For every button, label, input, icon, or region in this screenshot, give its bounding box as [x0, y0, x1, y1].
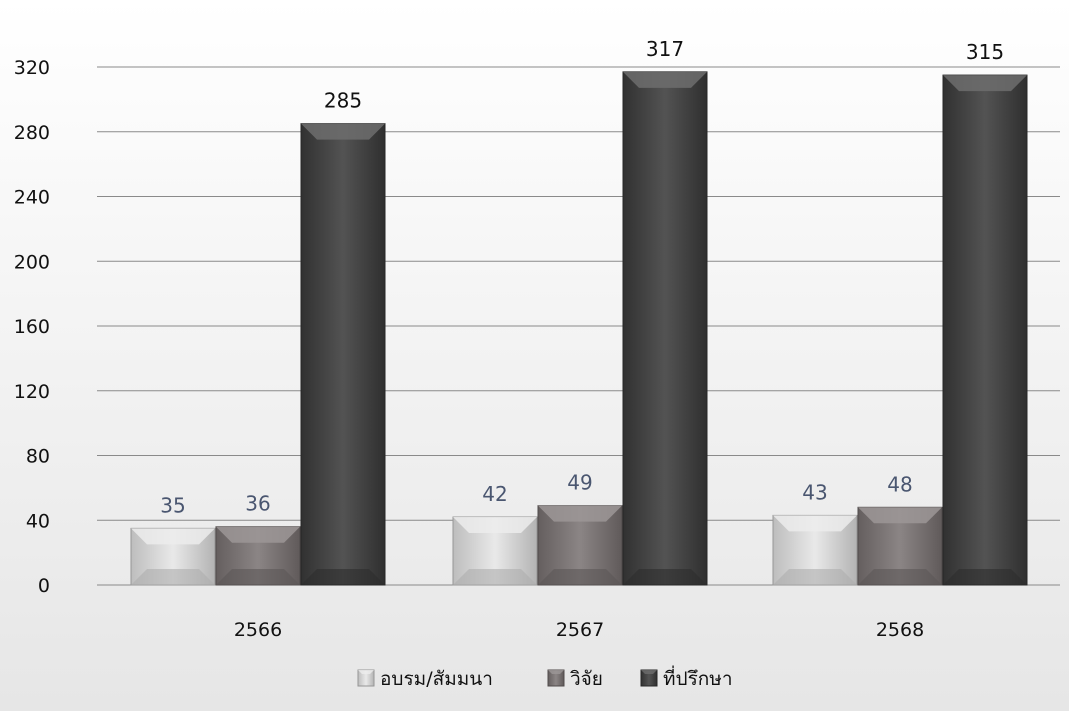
data-label: 36: [245, 492, 270, 516]
y-axis-ticks: 0 40 80 120 160 200 240 280 320: [14, 57, 50, 597]
bars: [130, 71, 1028, 586]
bar-bevel: [773, 515, 857, 532]
data-label: 43: [802, 480, 827, 504]
y-tick-label: 200: [14, 251, 50, 273]
data-labels: 35 36 285 42 49 317 43 48 315: [160, 37, 1004, 517]
bar-bevel: [773, 569, 857, 585]
legend-swatch-bevel: [358, 670, 374, 674]
bar-bevel: [453, 517, 537, 534]
y-tick-label: 40: [26, 510, 50, 532]
y-tick-label: 320: [14, 57, 50, 79]
bar: [622, 71, 708, 586]
gridlines: [97, 66, 1060, 586]
data-label: 42: [482, 482, 507, 506]
y-tick-label: 80: [26, 446, 50, 468]
bar-bevel: [131, 528, 215, 545]
bar-bevel: [453, 569, 537, 585]
bar-bevel: [858, 507, 942, 524]
data-label: 315: [966, 40, 1004, 64]
x-category-label: 2567: [556, 619, 604, 641]
legend-swatch-bevel: [548, 670, 564, 674]
y-tick-label: 160: [14, 316, 50, 338]
data-label: 48: [887, 472, 912, 496]
legend-label: อบรม/สัมมนา: [380, 668, 493, 690]
bar-bevel: [943, 75, 1027, 92]
x-category-label: 2568: [876, 619, 924, 641]
bar-bevel: [623, 569, 707, 585]
data-label: 49: [567, 471, 592, 495]
y-tick-label: 280: [14, 122, 50, 144]
legend-label: วิจัย: [570, 668, 603, 690]
bar-bevel: [943, 569, 1027, 585]
bar-bevel: [538, 569, 622, 585]
x-axis-categories: 2566 2567 2568: [234, 619, 924, 641]
bar-bevel: [131, 569, 215, 585]
bar-bevel: [623, 71, 707, 88]
y-tick-label: 240: [14, 187, 50, 209]
legend-label: ที่ปรึกษา: [663, 665, 733, 690]
bar-bevel: [301, 569, 385, 585]
bar-bevel: [858, 569, 942, 585]
y-tick-label: 0: [38, 575, 50, 597]
legend-swatch-bevel: [641, 670, 657, 674]
x-category-label: 2566: [234, 619, 282, 641]
bar-bevel: [216, 569, 300, 585]
y-tick-label: 120: [14, 381, 50, 403]
bar-bevel: [216, 526, 300, 543]
data-label: 35: [160, 493, 185, 517]
legend: อบรม/สัมมนา วิจัย ที่ปรึกษา: [357, 665, 733, 690]
bar: [942, 74, 1028, 586]
data-label: 317: [646, 37, 684, 61]
bar-bevel: [301, 123, 385, 140]
bar: [300, 123, 386, 586]
bar-bevel: [538, 505, 622, 522]
data-label: 285: [324, 89, 362, 113]
